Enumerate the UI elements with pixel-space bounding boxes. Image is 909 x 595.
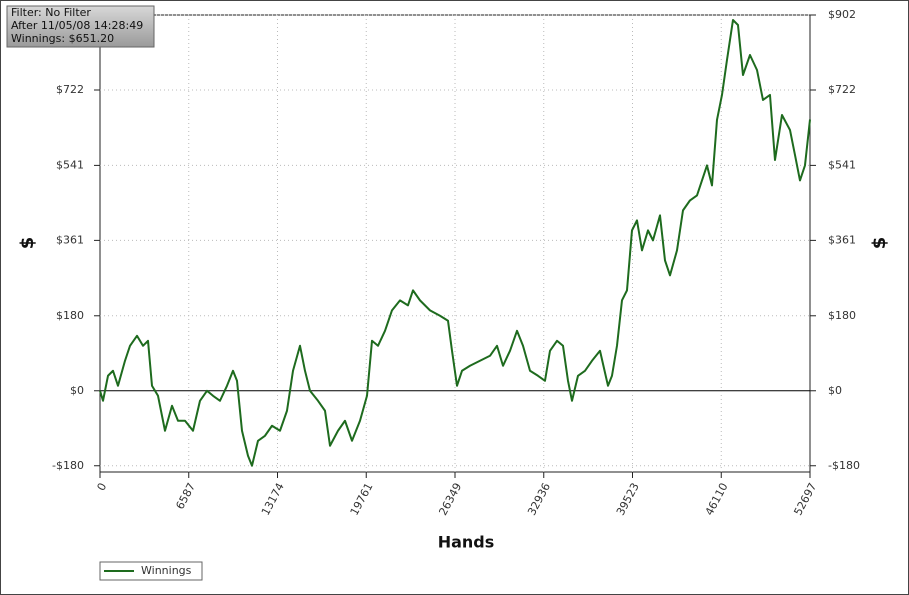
y-tick-label: -$180 — [52, 459, 84, 472]
line-series — [99, 18, 811, 467]
y2-tick-label: -$180 — [828, 459, 860, 472]
y-tick-label: $361 — [56, 233, 84, 246]
legend: Winnings — [99, 561, 203, 581]
y2-tick-label: $722 — [828, 83, 856, 96]
x-axis-label: Hands — [438, 533, 495, 552]
info-text: After 11/05/08 14:28:49 — [11, 19, 143, 32]
y-axis-label: $ — [17, 237, 38, 250]
y2-axis-label: $ — [869, 237, 890, 250]
info-text: Filter: No Filter — [11, 6, 91, 19]
y2-tick-label: $541 — [828, 158, 856, 171]
y-tick-label: $722 — [56, 83, 84, 96]
y2-tick-label: $180 — [828, 309, 856, 322]
y2-tick-label: $361 — [828, 233, 856, 246]
info-box: Filter: No Filter After 11/05/08 14:28:4… — [6, 5, 155, 48]
y-tick-label: $0 — [70, 384, 84, 397]
y2-tick-label: $902 — [828, 8, 856, 21]
y-tick-label: $541 — [56, 158, 84, 171]
legend-label: Winnings — [141, 564, 192, 577]
y-tick-label: $180 — [56, 309, 84, 322]
info-text: Winnings: $651.20 — [11, 32, 114, 45]
y2-tick-label: $0 — [828, 384, 842, 397]
